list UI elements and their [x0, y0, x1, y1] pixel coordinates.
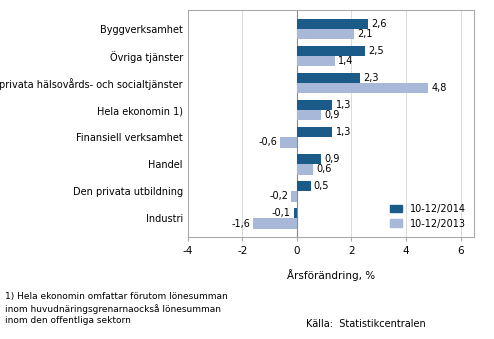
Bar: [297, 46, 365, 56]
Bar: [297, 83, 428, 94]
Bar: [291, 191, 297, 202]
Bar: [297, 181, 311, 191]
Text: -0,6: -0,6: [258, 137, 277, 147]
Text: 2,1: 2,1: [358, 29, 373, 39]
Text: -0,1: -0,1: [272, 208, 291, 218]
Text: 1,3: 1,3: [335, 100, 351, 110]
Bar: [297, 154, 322, 164]
Text: 1) Hela ekonomin omfattar förutom lönesumman
inom huvudnäringsgrenarnaockså löne: 1) Hela ekonomin omfattar förutom lönesu…: [5, 292, 228, 325]
Bar: [297, 56, 335, 66]
Text: 0,9: 0,9: [325, 154, 340, 164]
Bar: [281, 137, 297, 147]
Bar: [297, 29, 354, 39]
Bar: [297, 127, 332, 137]
Text: 1,3: 1,3: [335, 127, 351, 137]
Text: 2,5: 2,5: [369, 46, 384, 56]
Bar: [297, 100, 332, 110]
Text: 0,9: 0,9: [325, 111, 340, 120]
Text: 2,3: 2,3: [363, 73, 378, 83]
Text: 2,6: 2,6: [371, 19, 387, 29]
Text: 1,4: 1,4: [338, 56, 354, 66]
Text: Källa:  Statistikcentralen: Källa: Statistikcentralen: [306, 319, 426, 329]
Bar: [253, 218, 297, 228]
Text: -1,6: -1,6: [231, 219, 250, 228]
Bar: [297, 110, 322, 120]
Text: 4,8: 4,8: [431, 83, 447, 93]
Text: -0,2: -0,2: [269, 192, 288, 201]
Text: Årsförändring, %: Årsförändring, %: [287, 270, 375, 281]
Bar: [297, 73, 360, 83]
Bar: [294, 208, 297, 218]
Bar: [297, 164, 313, 175]
Legend: 10-12/2014, 10-12/2013: 10-12/2014, 10-12/2013: [386, 200, 469, 233]
Text: 0,5: 0,5: [314, 181, 329, 191]
Bar: [297, 19, 368, 29]
Text: 0,6: 0,6: [317, 164, 332, 175]
